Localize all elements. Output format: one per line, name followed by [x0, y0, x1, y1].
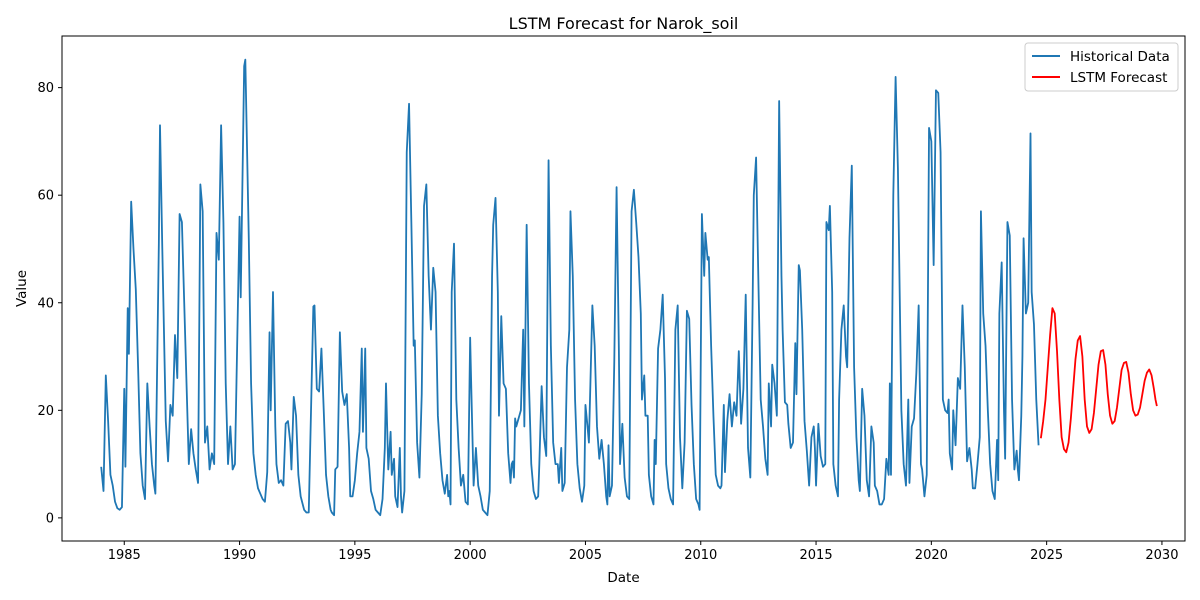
- series-line-historical: [100, 58, 1040, 517]
- y-tick-label-40: 40: [37, 296, 54, 311]
- y-tick-label-60: 60: [37, 189, 54, 204]
- x-tick-label-2010: 2010: [684, 548, 717, 563]
- y-axis-label: Value: [14, 270, 30, 307]
- x-tick-label-2015: 2015: [800, 548, 833, 563]
- legend-box: [1024, 42, 1179, 92]
- series-line-forecast: [1039, 307, 1158, 454]
- legend-label-historical: Historical Data: [1070, 49, 1170, 65]
- x-axis-label: Date: [607, 570, 639, 586]
- x-tick-label-2000: 2000: [454, 548, 487, 563]
- x-tick-label-1990: 1990: [223, 548, 256, 563]
- plot-frame: [61, 35, 1186, 542]
- x-tick-label-1995: 1995: [338, 548, 371, 563]
- legend: Historical Data LSTM Forecast: [1024, 42, 1179, 92]
- y-tick-label-80: 80: [37, 81, 54, 96]
- x-axis: 1985 1990 1995 2000 2005 2010 2015 2020 2025 2030: [108, 541, 1178, 563]
- x-tick-label-1985: 1985: [108, 548, 141, 563]
- legend-label-forecast: LSTM Forecast: [1070, 70, 1167, 86]
- x-tick-label-2030: 2030: [1145, 548, 1178, 563]
- x-tick-label-2025: 2025: [1030, 548, 1063, 563]
- y-tick-label-20: 20: [37, 404, 54, 419]
- y-axis: 0 20 40 60 80: [37, 81, 62, 526]
- x-tick-label-2005: 2005: [569, 548, 602, 563]
- plot-area: [61, 35, 1186, 542]
- series-layer: [100, 58, 1158, 517]
- x-tick-label-2020: 2020: [915, 548, 948, 563]
- y-tick-label-0: 0: [46, 511, 54, 526]
- chart-title: LSTM Forecast for Narok_soil: [509, 14, 739, 34]
